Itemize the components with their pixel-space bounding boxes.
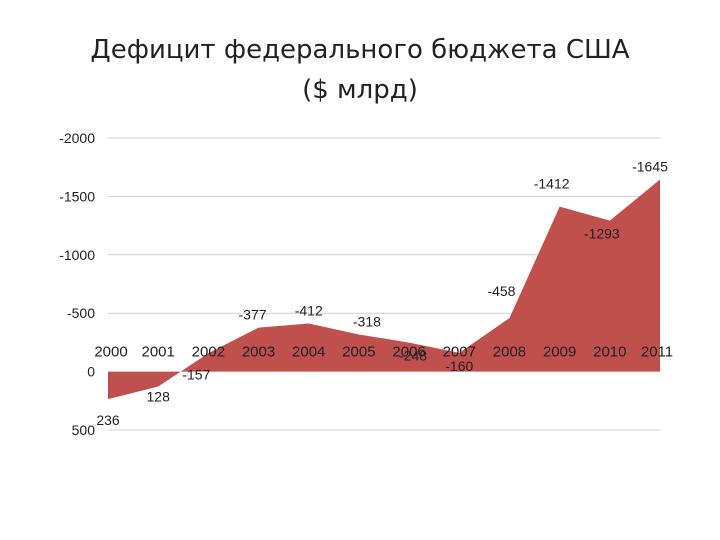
data-label: -412: [295, 302, 323, 318]
chart-title-line-1: Дефицит федерального бюджета США: [90, 35, 629, 65]
y-tick-label: -1000: [59, 247, 95, 263]
y-tick-label: 0: [87, 364, 95, 380]
x-tick-label: 2004: [292, 344, 325, 361]
data-label: -1412: [534, 176, 570, 192]
x-tick-label: 2008: [493, 344, 526, 361]
y-tick-label: -500: [67, 305, 95, 321]
x-tick-label: 2000: [94, 344, 127, 361]
y-tick-label: -2000: [59, 130, 95, 146]
x-tick-label: 2009: [543, 344, 576, 361]
data-label: -458: [487, 283, 515, 299]
x-tick-label: 2010: [593, 344, 626, 361]
x-axis-ticks: 2000 2001 2002 2003 2004 2005 2006 2007 2008 2009…: [94, 344, 673, 361]
data-label: -318: [353, 313, 381, 329]
data-label: 236: [96, 412, 120, 428]
data-label: -160: [445, 358, 473, 374]
x-tick-label: 2001: [141, 344, 174, 361]
plot-area: [108, 179, 660, 400]
x-tick-label: 2006: [392, 344, 425, 361]
x-tick-label: 2011: [641, 344, 673, 361]
y-axis-ticks: -2000 -1500 -1000 -500 0 500: [59, 130, 95, 438]
chart-title-line-2: ($ млрд): [302, 75, 418, 105]
data-label: -248: [399, 348, 427, 364]
x-tick-label: 2003: [242, 344, 275, 361]
data-label: -157: [182, 366, 210, 382]
data-label: -1645: [632, 158, 668, 174]
deficit-area: [108, 179, 660, 400]
data-labels: 236 128 -157 -377 -412 -318 -248 -160 -458 -1412 -…: [96, 158, 668, 428]
data-label: 128: [147, 389, 171, 405]
y-tick-label: 500: [72, 422, 96, 438]
x-tick-label: 2007: [443, 344, 476, 361]
x-tick-label: 2005: [342, 344, 375, 361]
data-label: -377: [239, 307, 267, 323]
y-tick-label: -1500: [59, 188, 95, 204]
x-tick-label: 2002: [192, 344, 225, 361]
data-label: -1293: [584, 226, 620, 242]
